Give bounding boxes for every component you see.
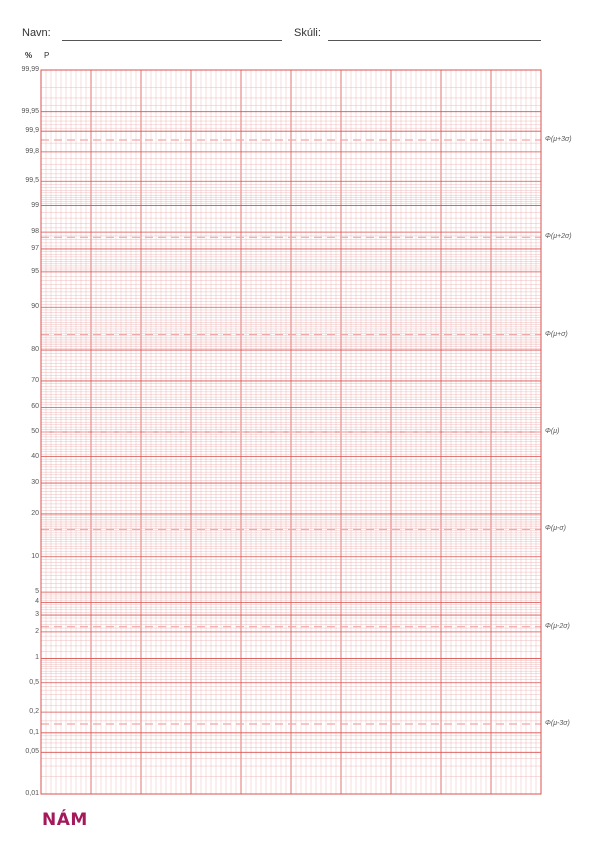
school-line[interactable] [328,40,541,41]
tick-label: 98 [31,228,39,236]
percent-label: % [25,51,33,60]
tick-label: 99,9 [25,127,39,135]
tick-label: 3 [35,611,39,619]
tick-label: 0,1 [29,728,39,736]
tick-label: 40 [31,452,39,460]
grid-border [40,69,542,795]
tick-label: 99,8 [25,147,39,155]
tick-label: 60 [31,403,39,411]
name-line[interactable] [62,40,282,41]
tick-label: 5 [35,588,39,596]
tick-label: 90 [31,303,39,311]
sigma-label: Φ(μ+2σ) [545,233,572,241]
sigma-label: Φ(μ) [545,428,560,435]
tick-label: 50 [31,428,39,435]
sigma-label: Φ(μ-σ) [545,525,566,533]
tick-label: 95 [31,267,39,275]
school-label: Skúli: [294,27,321,39]
tick-label: 30 [31,479,39,487]
tick-label: 97 [31,244,39,252]
tick-label: 99 [31,201,39,209]
name-label: Navn: [22,27,51,39]
tick-label: 70 [31,376,39,384]
sigma-label: Φ(μ-3σ) [545,720,570,727]
tick-label: 0,5 [29,678,39,686]
nam-logo: NÁM [42,810,88,830]
tick-label: 99,95 [21,107,39,115]
p-label: P [44,51,50,60]
tick-label: 99,99 [21,66,39,73]
tick-label: 10 [31,552,39,560]
tick-label: 20 [31,509,39,517]
tick-label: 0,01 [25,790,39,797]
sigma-label: Φ(μ+σ) [545,330,568,338]
tick-label: 2 [35,627,39,635]
tick-label: 4 [35,598,39,606]
tick-label: 0,2 [29,708,39,716]
sigma-label: Φ(μ-2σ) [545,622,570,630]
tick-label: 99,5 [25,177,39,185]
tick-label: 80 [31,346,39,354]
sigma-label: Φ(μ+3σ) [545,135,572,143]
tick-label: 1 [35,654,39,662]
tick-label: 0,05 [25,748,39,756]
